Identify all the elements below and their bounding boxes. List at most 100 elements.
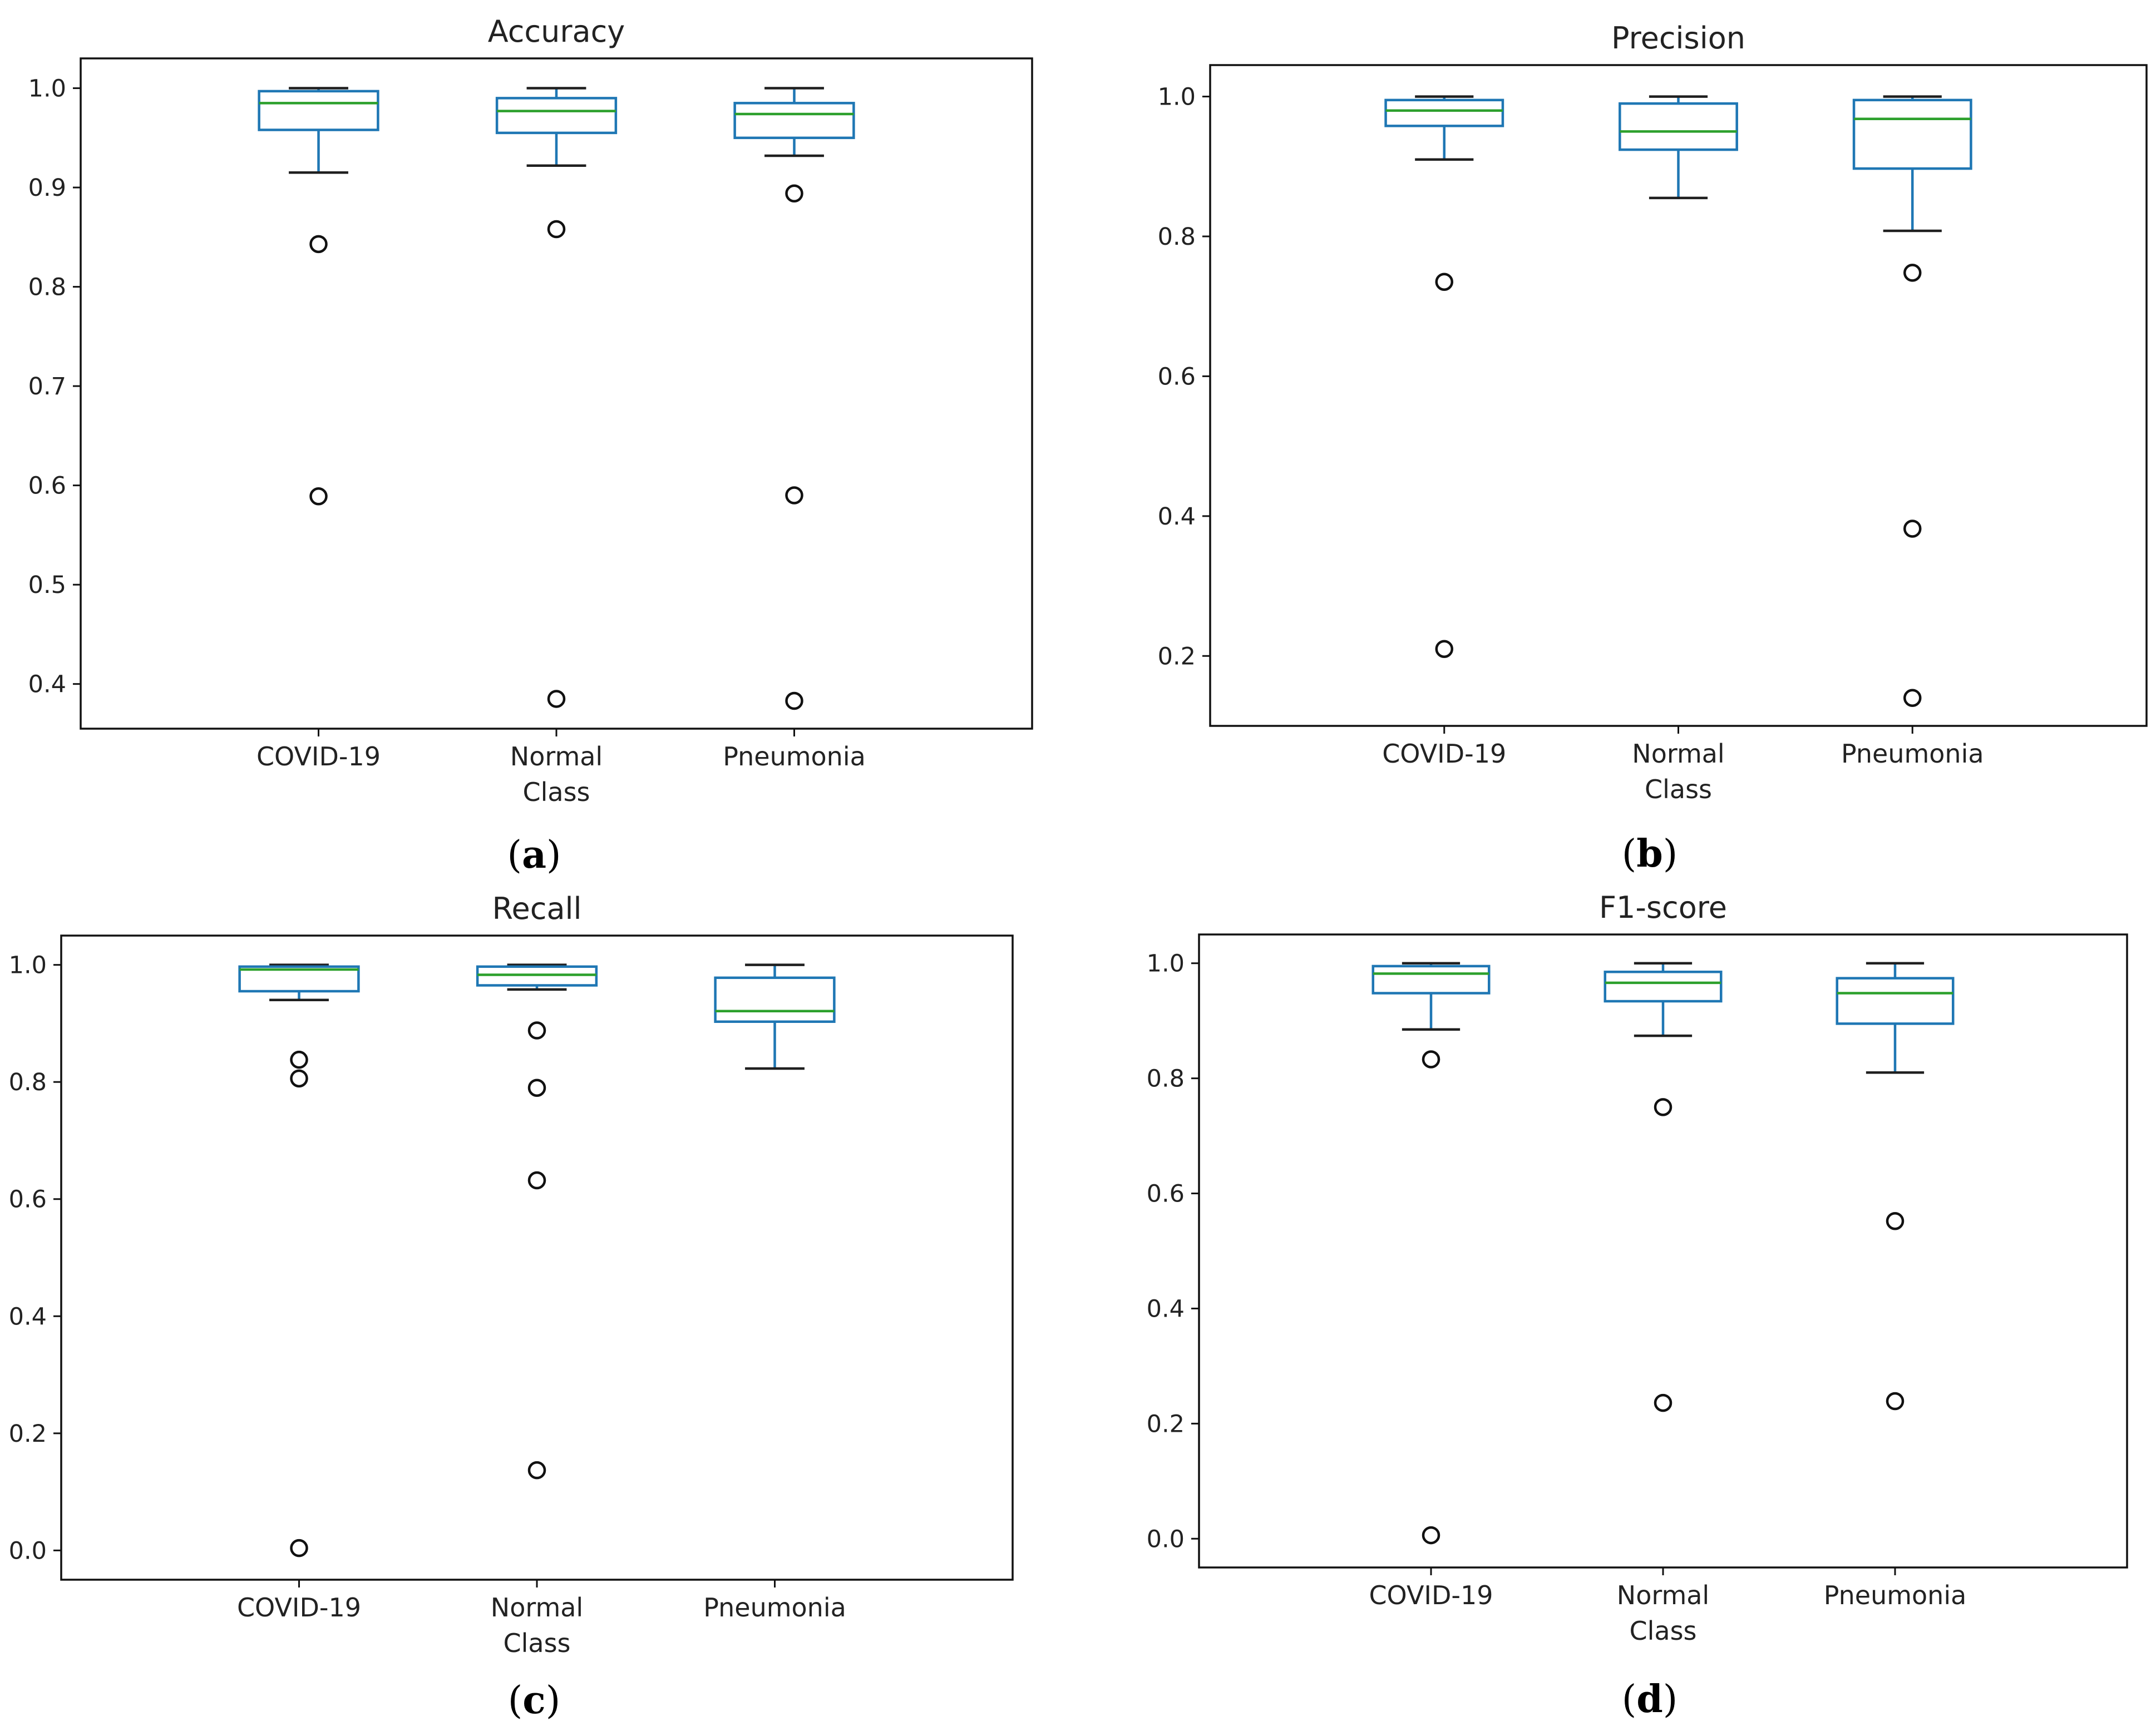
y-tick-label: 0.4 [1158,503,1196,531]
box-iqr [238,965,360,993]
y-tick-label: 0.6 [9,1186,47,1214]
box-iqr [258,90,379,131]
x-tick-label: Pneumonia [723,741,866,771]
box-iqr [1384,98,1504,127]
y-tick-label: 0.6 [28,472,66,500]
outlier-point [527,1021,546,1040]
y-tick-label: 0.0 [9,1537,47,1565]
outlier-point [1886,1211,1905,1230]
box-iqr [733,102,855,140]
outlier-point [785,691,803,710]
box-covid-19 [1384,95,1504,658]
x-axis-title: Class [503,1628,570,1658]
y-tick-label: 0.2 [9,1420,47,1448]
box-pneumonia [1836,962,1955,1411]
panel-label: (a) [507,833,561,877]
y-tick-label: 0.0 [1147,1525,1185,1553]
outlier-point [1903,264,1922,282]
box-normal [495,87,618,708]
outlier-point [290,1069,308,1088]
outlier-point [1654,1393,1672,1412]
y-tick-label: 0.8 [9,1069,47,1096]
outlier-point [309,235,328,254]
chart-title: F1-score [1599,890,1727,925]
box-covid-19 [1371,962,1491,1545]
x-axis-title: Class [1629,1616,1696,1646]
x-tick-label: Pneumonia [1824,1580,1967,1610]
x-axis-title: Class [522,777,590,807]
y-tick-label: 1.0 [9,952,47,980]
panel-b: Precision 0.2 0.4 0.6 0.8 1.0 COVID-19 Normal Pn… [1158,21,2148,876]
box-normal [476,963,598,1480]
outlier-point [527,1461,546,1480]
outlier-point [1435,273,1453,291]
y-tick-label: 1.0 [1158,83,1196,111]
chart-title: Accuracy [488,14,625,49]
y-tick-label: 0.8 [1158,223,1196,251]
panel-d: F1-score 0.0 0.2 0.4 0.6 0.8 1.0 COVID-19 Normal… [1147,890,2128,1722]
box-iqr [1836,977,1955,1025]
panel-label: (c) [508,1678,560,1723]
panel-label: (d) [1622,1677,1678,1722]
outlier-point [1422,1050,1440,1069]
chart-title: Recall [492,891,581,926]
y-tick-label: 1.0 [28,75,66,103]
y-tick-label: 0.9 [28,174,66,202]
plot-frame [60,934,1014,1581]
outlier-point [527,1171,546,1190]
y-tick-label: 0.4 [1147,1295,1185,1323]
box-iqr [714,976,836,1023]
outlier-point [1435,640,1453,658]
outlier-point [1422,1526,1440,1545]
box-covid-19 [258,87,379,506]
box-iqr [1371,965,1491,995]
x-tick-label: Pneumonia [703,1593,846,1623]
y-tick-label: 0.5 [28,571,66,599]
y-tick-label: 0.6 [1147,1180,1185,1208]
box-pneumonia [733,87,855,710]
outlier-point [1903,689,1922,707]
outlier-point [1654,1098,1672,1116]
y-tick-label: 0.4 [28,671,66,699]
box-normal [1619,95,1738,200]
outlier-point [290,1539,308,1557]
box-iqr [1619,102,1738,151]
x-tick-label: Normal [491,1593,583,1623]
x-tick-label: Normal [510,741,603,771]
plot-frame [1209,64,2148,727]
x-tick-label: Normal [1617,1580,1709,1610]
outlier-point [547,220,566,239]
y-tick-label: 0.2 [1158,642,1196,670]
x-tick-label: COVID-19 [1369,1580,1493,1610]
x-tick-label: Normal [1632,739,1724,769]
panel-c: Recall 0.0 0.2 0.4 0.6 0.8 1.0 COVID-19 Normal Pn… [9,891,1014,1723]
box-iqr [1604,970,1723,1003]
outlier-point [1903,520,1922,538]
box-iqr [495,97,618,135]
outlier-point [1886,1392,1905,1411]
box-iqr [1852,98,1972,170]
outlier-point [785,184,803,203]
outlier-point [527,1079,546,1097]
x-tick-label: COVID-19 [256,741,381,771]
chart-title: Precision [1611,21,1745,56]
panel-a: Accuracy 0.4 0.5 0.6 0.7 0.8 0.9 1.0 COVID-19 Nor… [28,14,1033,877]
x-tick-label: COVID-19 [1382,739,1506,769]
y-tick-label: 0.6 [1158,363,1196,390]
x-tick-label: Pneumonia [1841,739,1984,769]
y-tick-label: 0.8 [1147,1065,1185,1093]
box-normal [1604,962,1723,1412]
box-pneumonia [714,963,836,1070]
outlier-point [785,486,803,505]
y-tick-label: 1.0 [1147,950,1185,978]
box-pneumonia [1852,95,1972,707]
outlier-point [290,1050,308,1069]
plot-frame [80,57,1033,730]
y-tick-label: 0.4 [9,1303,47,1331]
y-tick-label: 0.2 [1147,1410,1185,1438]
y-tick-label: 0.7 [28,373,66,400]
x-tick-label: COVID-19 [237,1593,361,1623]
y-tick-label: 0.8 [28,274,66,301]
plot-frame [1198,933,2128,1569]
